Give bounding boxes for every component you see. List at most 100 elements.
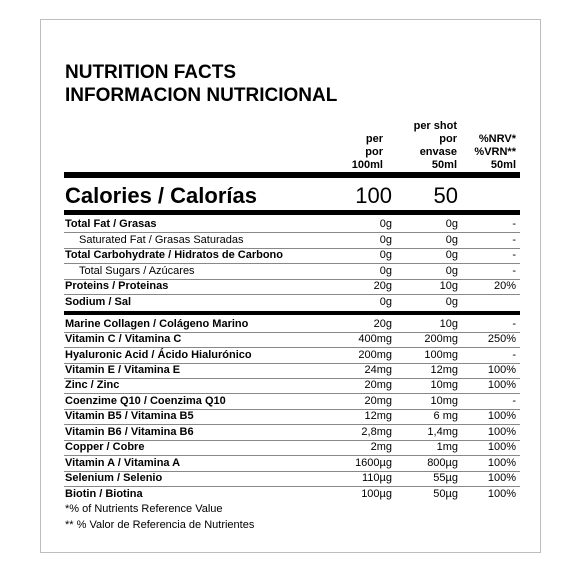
row-divider (64, 248, 520, 249)
value-per-shot: 10mg (430, 395, 458, 407)
value-nrv: - (512, 249, 516, 261)
nutrient-label: Proteins / Proteinas (65, 280, 169, 292)
rule-header (64, 172, 520, 178)
nutrient-row: Coenzime Q10 / Coenzima Q10 20mg 10mg - (64, 394, 520, 409)
row-divider (64, 455, 520, 456)
nutrient-row: Total Fat / Grasas 0g 0g - (64, 217, 520, 232)
value-nrv: 100% (487, 410, 516, 422)
row-divider (64, 294, 520, 295)
value-nrv: - (512, 395, 516, 407)
value-per-shot: 800µg (427, 457, 458, 469)
value-per-shot: 10g (439, 280, 458, 292)
value-per-shot: 1,4mg (427, 426, 458, 438)
value-nrv: - (512, 349, 516, 361)
value-per-shot: 0g (445, 218, 458, 230)
value-nrv: 100% (487, 364, 516, 376)
label-frame (40, 19, 541, 553)
value-per-shot: 0g (445, 265, 458, 277)
rule-minerals (64, 311, 520, 315)
nutrient-label: Vitamin C / Vitamina C (65, 333, 182, 345)
footnote-en: *% of Nutrients Reference Value (65, 503, 223, 515)
value-per-100: 200mg (358, 349, 392, 361)
title-spanish: INFORMACION NUTRICIONAL (65, 85, 338, 106)
value-per-shot: 50µg (433, 488, 458, 500)
calories-label: Calories / Calorías (65, 183, 257, 208)
value-per-shot: 0g (445, 249, 458, 261)
value-per-shot: 0g (445, 234, 458, 246)
nutrient-label: Total Sugars / Azúcares (79, 265, 195, 277)
value-per-100: 20g (373, 318, 392, 330)
nutrient-label: Total Fat / Grasas (65, 218, 157, 230)
value-per-100: 2,8mg (361, 426, 392, 438)
nutrient-row: Proteins / Proteinas 20g 10g 20% (64, 279, 520, 294)
value-nrv: - (512, 218, 516, 230)
nutrient-row: Vitamin A / Vitamina A 1600µg 800µg 100% (64, 456, 520, 471)
row-divider (64, 393, 520, 394)
nutrient-row: Zinc / Zinc 20mg 10mg 100% (64, 378, 520, 393)
value-nrv: 100% (487, 426, 516, 438)
value-per-shot: 1mg (436, 441, 458, 453)
nutrient-label: Vitamin B6 / Vitamina B6 (65, 426, 194, 438)
row-divider (64, 486, 520, 487)
value-per-100: 0g (379, 265, 392, 277)
nutrient-label: Marine Collagen / Colágeno Marino (65, 318, 249, 330)
nutrient-label: Selenium / Selenio (65, 472, 163, 484)
value-nrv: - (512, 234, 516, 246)
nutrient-row: Vitamin B5 / Vitamina B5 12mg 6 mg 100% (64, 409, 520, 424)
value-per-shot: 10g (439, 318, 458, 330)
nutrient-row: Total Carbohydrate / Hidratos de Carbono… (64, 248, 520, 263)
nutrient-row: Vitamin B6 / Vitamina B6 2,8mg 1,4mg 100% (64, 425, 520, 440)
nutrient-label: Vitamin E / Vitamina E (65, 364, 181, 376)
nutrient-label: Hyaluronic Acid / Ácido Hialurónico (65, 349, 252, 361)
nutrient-label: Total Carbohydrate / Hidratos de Carbono (65, 249, 283, 261)
value-per-100: 0g (379, 249, 392, 261)
row-divider (64, 347, 520, 348)
nutrient-label: Vitamin B5 / Vitamina B5 (65, 410, 194, 422)
nutrient-row: Sodium / Sal 0g 0g (64, 295, 520, 310)
nutrient-row: Total Sugars / Azúcares 0g 0g - (64, 264, 520, 279)
calories-per-shot: 50 (433, 183, 458, 208)
value-per-100: 12mg (364, 410, 392, 422)
value-nrv: 100% (487, 488, 516, 500)
nutrient-label: Biotin / Biotina (65, 488, 143, 500)
value-per-shot: 6 mg (433, 410, 458, 422)
footnote-es: ** % Valor de Referencia de Nutrientes (65, 519, 255, 531)
value-nrv: 100% (487, 379, 516, 391)
nutrient-label: Copper / Cobre (65, 441, 145, 453)
value-nrv: 100% (487, 472, 516, 484)
nutrient-row: Vitamin E / Vitamina E 24mg 12mg 100% (64, 363, 520, 378)
value-per-100: 2mg (370, 441, 392, 453)
value-per-shot: 200mg (424, 333, 458, 345)
rule-calories (64, 210, 520, 215)
title-english: NUTRITION FACTS (65, 62, 236, 83)
header-nrv: %NRV* %VRN** 50ml (474, 133, 516, 171)
row-divider (64, 232, 520, 233)
nutrient-row: Vitamin C / Vitamina C 400mg 200mg 250% (64, 332, 520, 347)
row-divider (64, 363, 520, 364)
value-per-shot: 100mg (424, 349, 458, 361)
value-per-100: 0g (379, 296, 392, 308)
value-per-100: 400mg (358, 333, 392, 345)
value-per-shot: 0g (445, 296, 458, 308)
value-per-100: 100µg (361, 488, 392, 500)
value-nrv: 100% (487, 441, 516, 453)
value-nrv: 250% (487, 333, 516, 345)
header-per-100ml: per por 100ml (351, 133, 383, 171)
value-per-shot: 12mg (430, 364, 458, 376)
nutrient-row: Saturated Fat / Grasas Saturadas 0g 0g - (64, 233, 520, 248)
nutrient-row: Marine Collagen / Colágeno Marino 20g 10g - (64, 317, 520, 332)
nutrient-label: Zinc / Zinc (65, 379, 120, 391)
value-per-100: 20mg (364, 395, 392, 407)
value-per-shot: 55µg (433, 472, 458, 484)
row-divider (64, 279, 520, 280)
nutrient-label: Coenzime Q10 / Coenzima Q10 (65, 395, 226, 407)
value-nrv: - (512, 318, 516, 330)
row-divider (64, 263, 520, 264)
nutrient-row: Selenium / Selenio 110µg 55µg 100% (64, 471, 520, 486)
nutrient-label: Sodium / Sal (65, 296, 132, 308)
nutrient-row: Copper / Cobre 2mg 1mg 100% (64, 440, 520, 455)
nutrient-row: Biotin / Biotina 100µg 50µg 100% (64, 487, 520, 502)
value-per-shot: 10mg (430, 379, 458, 391)
value-per-100: 20mg (364, 379, 392, 391)
calories-per-100: 100 (355, 183, 392, 208)
